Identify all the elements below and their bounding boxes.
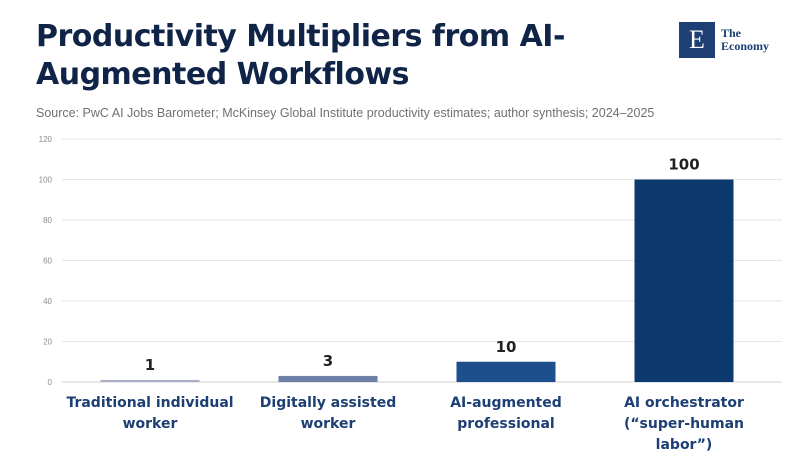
y-tick-label: 120 xyxy=(39,135,53,144)
data-label: 1 xyxy=(145,356,155,374)
x-tick-label: Traditional individual worker xyxy=(66,395,234,432)
bar xyxy=(278,375,378,382)
y-tick-label: 40 xyxy=(43,297,52,306)
bar xyxy=(456,361,556,382)
logo-line-2: Economy xyxy=(721,39,769,53)
data-label: 3 xyxy=(323,352,333,370)
y-tick-label: 20 xyxy=(43,338,52,347)
x-tick-label: AI orchestrator (“super-human labor”) xyxy=(623,395,745,453)
chart-title: Productivity Multipliers from AI-Augment… xyxy=(36,19,565,92)
y-tick-label: 100 xyxy=(39,176,53,185)
logo-line-1: The xyxy=(721,26,742,40)
logo: E The Economy xyxy=(679,22,769,58)
data-label: 100 xyxy=(668,156,699,174)
y-tick-label: 60 xyxy=(43,257,52,266)
x-tick-label: Digitally assisted worker xyxy=(259,395,397,432)
y-tick-label: 0 xyxy=(48,378,53,387)
data-label: 10 xyxy=(496,338,517,356)
value-labels: 1 3 10 100 xyxy=(145,156,700,374)
chart-source: Source: PwC AI Jobs Barometer; McKinsey … xyxy=(36,106,655,120)
bar xyxy=(100,379,200,382)
x-tick-label: AI-augmented professional xyxy=(450,395,562,432)
logo-text: The Economy xyxy=(721,27,769,53)
y-axis-ticks: 0 20 40 60 80 100 120 xyxy=(39,135,53,387)
bar xyxy=(634,179,734,382)
bars xyxy=(100,179,734,382)
y-tick-label: 80 xyxy=(43,216,52,225)
logo-mark-icon: E xyxy=(679,22,715,58)
